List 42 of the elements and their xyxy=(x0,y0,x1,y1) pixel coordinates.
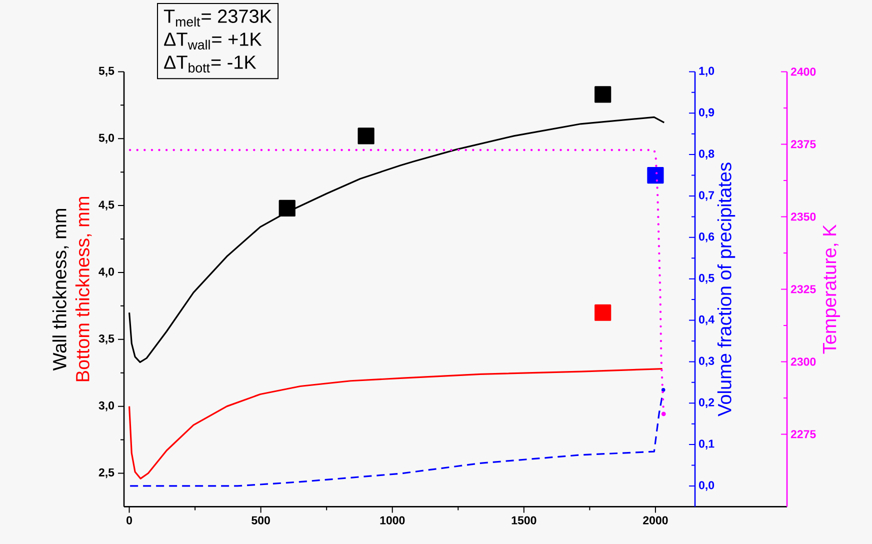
point xyxy=(278,200,296,217)
text: ΔT$_{wall}$= +1K xyxy=(164,32,262,50)
x-tick-label: 1000 xyxy=(380,516,405,524)
annotation: ΔT$_{bott}$= -1K xyxy=(164,56,256,73)
y3-axis-title: Temperature, K xyxy=(823,224,840,354)
x-tick-label: 1500 xyxy=(512,516,536,524)
y3-tick-label: 2375 xyxy=(790,140,816,148)
x-tick-label: 2000 xyxy=(643,516,668,524)
y3-tick-label: 2400 xyxy=(790,68,816,76)
y-tick-label: 5,0 xyxy=(98,134,114,144)
y2-tick-label: 0,3 xyxy=(698,356,714,367)
y3-tick-label: 2325 xyxy=(790,285,816,294)
y-tick-label: 2,5 xyxy=(98,468,114,478)
y3-tick-label: 2275 xyxy=(790,430,816,438)
y2-tick-label: 0,6 xyxy=(698,232,714,242)
line-series xyxy=(128,368,664,480)
y-tick-label: 4,5 xyxy=(98,200,114,210)
y2-tick-label: 1,0 xyxy=(699,66,714,77)
point xyxy=(358,128,374,144)
x-tick-label: 0 xyxy=(126,516,132,524)
y2-tick-label: 0,7 xyxy=(698,191,714,201)
y2-tick-label: 0,5 xyxy=(698,274,714,284)
line-series xyxy=(128,116,665,363)
y-tick-label: 5,5 xyxy=(98,66,114,77)
y-axis-title: Wall thickness, mm xyxy=(52,209,69,371)
y2-tick-label: 0,0 xyxy=(698,481,714,491)
text: Bottom thickness, mm xyxy=(75,197,92,382)
y-tick-label: 3,5 xyxy=(98,334,114,344)
y2-tick-label: 0,4 xyxy=(698,315,714,326)
x-tick-label: 500 xyxy=(252,516,270,524)
point xyxy=(594,304,612,321)
y2-axis-title: Volume fraction of precipitates xyxy=(717,162,736,416)
y-tick-label: 4,0 xyxy=(98,268,114,278)
y2-tick-label: 0,2 xyxy=(698,398,714,408)
y2-tick-label: 0,1 xyxy=(698,440,714,450)
point xyxy=(594,86,612,103)
y3-tick-label: 2300 xyxy=(790,358,816,366)
y2-tick-label: 0,8 xyxy=(698,150,714,160)
y2-tick-label: 0,9 xyxy=(698,108,714,118)
y-tick-label: 3,0 xyxy=(98,401,114,412)
y3-tick-label: 2350 xyxy=(790,212,816,221)
text: T$_{melt}$= 2373K xyxy=(164,9,272,27)
